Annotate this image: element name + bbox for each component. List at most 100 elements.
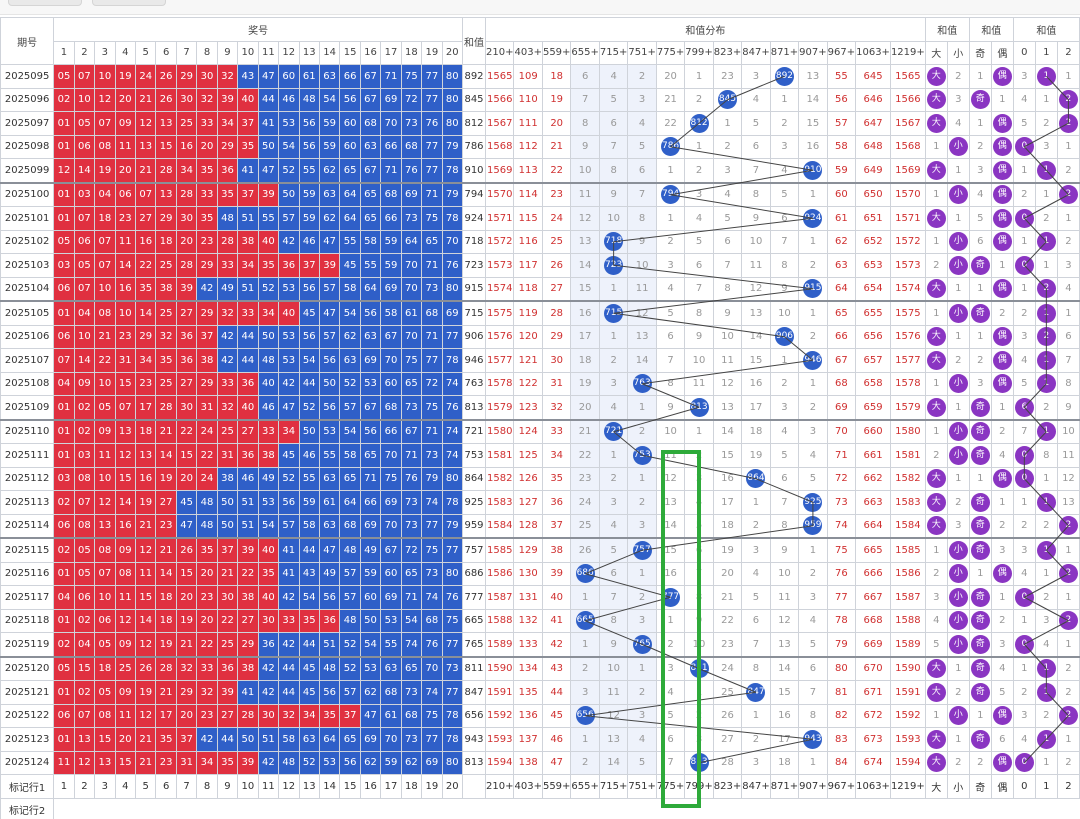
award-number-cell: 25: [216, 632, 239, 658]
dist-cell: 661: [855, 443, 891, 468]
issue-cell: 2025123: [0, 727, 55, 752]
top-tab-2[interactable]: [92, 0, 166, 6]
top-tab-1[interactable]: [8, 0, 82, 6]
award-number-cell: 53: [318, 419, 341, 444]
dist-cell: 5: [712, 206, 743, 231]
mod-ball: 1: [1036, 492, 1056, 512]
dist-cell: 11: [598, 680, 629, 705]
mod-cell: 2: [1056, 750, 1080, 775]
award-col-header: 11: [257, 40, 280, 65]
award-number-cell: 49: [359, 537, 382, 563]
footer-award-col: 15: [339, 774, 361, 799]
dist-cell: 40: [541, 585, 572, 610]
issue-cell: 2025116: [0, 561, 55, 586]
award-number-cell: 02: [73, 680, 96, 705]
dist-cell: 33: [541, 419, 572, 444]
award-number-cell: 12: [73, 750, 96, 775]
award-number-cell: 74: [441, 419, 464, 444]
award-number-cell: 70: [380, 348, 402, 373]
dist-cell: 1568: [889, 134, 926, 159]
mod-cell: 1: [1056, 537, 1080, 563]
mod-cell: 0: [1012, 750, 1036, 775]
award-number-cell: 20: [196, 134, 218, 159]
bs-cell: 大: [924, 206, 948, 231]
dist-cell: 1586: [889, 561, 926, 586]
award-number-cell: 34: [237, 253, 259, 278]
dist-cell: 3: [798, 585, 828, 610]
mod-cell: 2: [1012, 680, 1036, 705]
dist-cell: 21: [712, 585, 743, 610]
oe-cell: 奇: [968, 680, 992, 705]
dist-cell: 55: [826, 64, 857, 89]
award-number-cell: 36: [237, 371, 259, 396]
award-number-cell: 28: [155, 395, 177, 421]
sum-cell: 753: [461, 443, 487, 468]
oe-cell: 1: [968, 703, 992, 728]
dist-cell: 1: [655, 608, 686, 633]
award-number-cell: 01: [53, 300, 75, 326]
bs-cell: 2: [946, 64, 970, 89]
dist-cell: 1: [627, 561, 657, 586]
award-number-cell: 39: [318, 253, 341, 278]
award-number-cell: 69: [421, 750, 443, 775]
dist-cell: 8: [655, 371, 686, 396]
award-number-cell: 67: [380, 537, 402, 563]
dist-ball: 753: [632, 445, 652, 465]
dist-cell: 127: [513, 490, 543, 515]
dist-cell: 70: [826, 419, 857, 444]
footer-label-2: 标记行2: [0, 797, 55, 819]
award-number-cell: 30: [216, 585, 239, 610]
dist-cell: 69: [826, 395, 857, 421]
award-number-cell: 09: [114, 632, 137, 658]
award-number-cell: 37: [237, 182, 259, 207]
award-number-cell: 39: [216, 680, 239, 705]
dist-cell: 56: [826, 87, 857, 112]
dist-cell: 8: [741, 656, 771, 681]
award-number-cell: 56: [298, 324, 320, 349]
award-number-cell: 73: [400, 680, 423, 705]
bs-cell: 1: [924, 703, 948, 728]
sum-cell: 925: [461, 490, 487, 515]
award-number-cell: 64: [359, 276, 382, 302]
award-number-cell: 20: [114, 87, 137, 112]
award-number-cell: 45: [339, 253, 361, 278]
award-number-cell: 71: [359, 466, 382, 491]
mod-cell: 1: [1034, 419, 1058, 444]
award-number-cell: 59: [298, 182, 320, 207]
oe-cell: 偶: [990, 466, 1014, 491]
mod-ball: 0: [1014, 587, 1034, 607]
award-number-cell: 49: [216, 276, 239, 302]
mod-cell: 2: [1056, 656, 1080, 681]
bs-cell: 5: [924, 632, 948, 658]
award-col-header: 6: [155, 40, 177, 65]
award-number-cell: 75: [400, 64, 423, 89]
mod-ball: 0: [1014, 255, 1034, 275]
footer-award-col: 16: [359, 774, 382, 799]
dist-ball: 765: [632, 634, 652, 654]
dist-cell: 22: [655, 111, 686, 136]
award-number-cell: 21: [155, 537, 177, 563]
award-number-cell: 54: [359, 632, 382, 658]
sum-cell: 786: [461, 134, 487, 159]
oe-cell: 偶: [990, 158, 1014, 184]
award-number-cell: 27: [175, 300, 198, 326]
award-number-cell: 37: [237, 111, 259, 136]
dist-cell: 8: [798, 703, 828, 728]
dist-cell: 15: [712, 443, 743, 468]
award-number-cell: 48: [257, 348, 280, 373]
sum-cell: 718: [461, 229, 487, 254]
dist-cell: 721: [598, 419, 629, 444]
dist-cell: 27: [712, 727, 743, 752]
award-number-cell: 13: [114, 419, 137, 444]
award-number-cell: 02: [73, 395, 96, 421]
footer-oe-col: 奇: [968, 774, 992, 799]
bs-cell: 小: [946, 182, 970, 207]
dist-cell: 662: [855, 466, 891, 491]
dist-cell: 130: [513, 561, 543, 586]
dist-cell: 1: [684, 419, 714, 444]
award-number-cell: 50: [216, 490, 239, 515]
oe-cell: 偶: [990, 276, 1014, 302]
dist-cell: 4: [798, 443, 828, 468]
award-number-cell: 62: [318, 158, 341, 184]
award-number-cell: 61: [318, 490, 341, 515]
